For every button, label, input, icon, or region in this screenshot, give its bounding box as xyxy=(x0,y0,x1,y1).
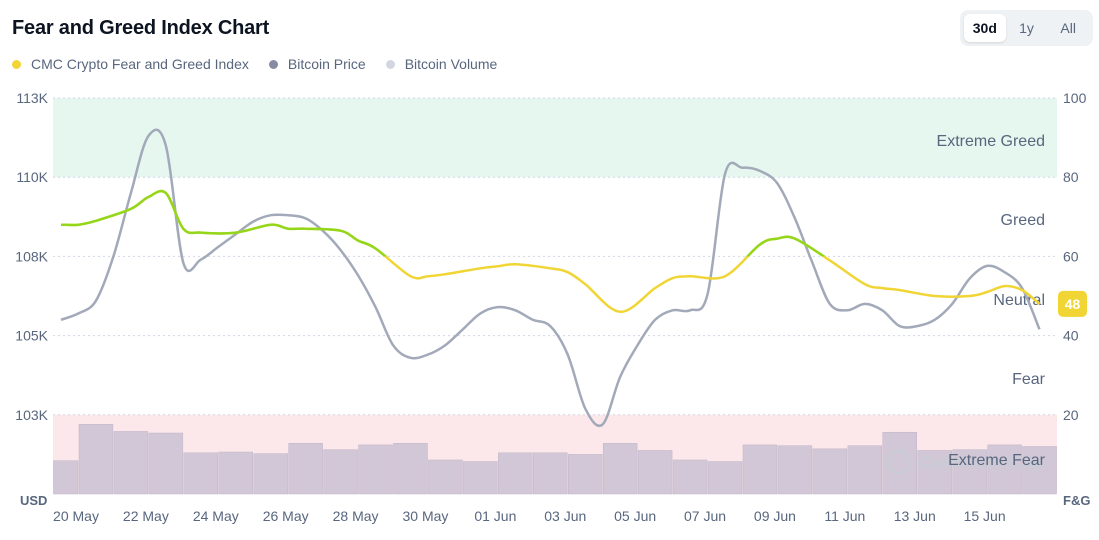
x-axis-tick-label: 26 May xyxy=(263,508,309,524)
x-axis-tick-label: 28 May xyxy=(333,508,379,524)
volume-bar xyxy=(777,445,813,495)
current-value-badge xyxy=(1058,290,1087,317)
chart-legend: CMC Crypto Fear and Greed Index Bitcoin … xyxy=(12,56,497,72)
x-axis-tick-label: 24 May xyxy=(193,508,239,524)
volume-bar xyxy=(53,460,79,495)
left-axis-tick-label: 110K xyxy=(16,169,48,185)
volume-bar xyxy=(218,451,253,495)
volume-bar xyxy=(358,444,393,495)
volume-bar xyxy=(498,452,533,495)
x-axis-tick-label: 05 Jun xyxy=(614,508,656,524)
volume-bar xyxy=(323,449,358,495)
legend-dot-fear-greed xyxy=(12,59,21,69)
left-axis-tick-label: 113K xyxy=(16,90,48,106)
legend-label-bitcoin-price: Bitcoin Price xyxy=(287,56,366,72)
legend-item-fear-greed[interactable]: CMC Crypto Fear and Greed Index xyxy=(12,56,249,72)
zone-label-extreme-greed: Extreme Greed xyxy=(937,133,1045,150)
fear-greed-line-greed-segment xyxy=(60,189,827,257)
watermark-text: CoinMarketCap xyxy=(919,453,1044,472)
right-axis-tick-label: 100 xyxy=(1063,90,1087,106)
volume-bar xyxy=(987,444,1022,495)
volume-bar xyxy=(428,459,463,495)
time-range-selector: 30d 1y All xyxy=(960,10,1093,46)
x-axis-tick-label: 07 Jun xyxy=(684,508,726,524)
range-all-button[interactable]: All xyxy=(1060,20,1076,36)
x-axis-tick-label: 09 Jun xyxy=(754,508,796,524)
legend-label-bitcoin-volume: Bitcoin Volume xyxy=(404,56,498,72)
legend-item-bitcoin-volume[interactable]: Bitcoin Volume xyxy=(385,56,498,72)
left-axis-tick-label: 105K xyxy=(15,328,48,344)
zone-label-fear: Fear xyxy=(1012,371,1046,388)
legend-dot-bitcoin-volume xyxy=(385,59,395,69)
volume-bar xyxy=(952,449,987,495)
left-axis-unit: USD xyxy=(20,493,47,508)
x-axis-tick-label: 15 Jun xyxy=(964,508,1006,524)
volume-bar xyxy=(1022,446,1057,495)
x-axis-tick-label: 20 May xyxy=(53,508,99,524)
volume-bar xyxy=(882,431,917,495)
volume-bar xyxy=(533,452,568,495)
volume-bar xyxy=(253,453,288,495)
right-axis-tick-label: 60 xyxy=(1063,248,1079,264)
right-axis-unit: F&G xyxy=(1063,493,1090,508)
legend-label-fear-greed: CMC Crypto Fear and Greed Index xyxy=(31,56,249,72)
x-axis-tick-label: 13 Jun xyxy=(894,508,936,524)
volume-bar xyxy=(148,432,184,495)
right-axis-tick-label: 20 xyxy=(1063,407,1079,423)
x-axis-tick-label: 30 May xyxy=(403,508,449,524)
right-axis-tick-label: 80 xyxy=(1063,169,1079,185)
volume-bar xyxy=(288,443,323,495)
chart-title: Fear and Greed Index Chart xyxy=(12,17,270,39)
volume-bar xyxy=(113,431,149,495)
extreme-greed-zone xyxy=(53,98,1057,178)
x-axis-tick-label: 01 Jun xyxy=(474,508,516,524)
zone-label-greed: Greed xyxy=(1001,212,1045,229)
volume-bar xyxy=(847,445,883,495)
right-axis-tick-label: 40 xyxy=(1063,328,1079,344)
volume-bar xyxy=(78,424,114,495)
volume-bar xyxy=(917,450,952,495)
volume-bar xyxy=(183,452,219,495)
volume-bar xyxy=(602,443,638,495)
x-axis-tick-label: 22 May xyxy=(123,508,169,524)
bitcoin-price-line xyxy=(60,128,1041,427)
volume-bar xyxy=(463,461,498,495)
legend-dot-bitcoin-price xyxy=(268,59,278,69)
range-30d-button[interactable]: 30d xyxy=(964,14,1006,42)
x-axis-tick-label: 03 Jun xyxy=(544,508,586,524)
left-axis-tick-label: 108K xyxy=(15,248,48,264)
volume-bar xyxy=(672,459,708,495)
volume-bar xyxy=(707,461,743,495)
current-value-badge-text: 48 xyxy=(1065,296,1081,312)
range-1y-button[interactable]: 1y xyxy=(1019,20,1034,36)
watermark-logo-icon xyxy=(885,449,911,475)
volume-bar xyxy=(812,448,848,495)
zone-label-extreme-fear: Extreme Fear xyxy=(948,452,1046,469)
volume-bar xyxy=(393,443,428,495)
volume-bar xyxy=(567,454,603,495)
volume-bar xyxy=(637,450,673,495)
x-axis-tick-label: 11 Jun xyxy=(824,508,865,524)
legend-item-bitcoin-price[interactable]: Bitcoin Price xyxy=(268,56,366,72)
volume-bar xyxy=(742,444,778,495)
left-axis-tick-label: 103K xyxy=(15,407,48,423)
fear-greed-line xyxy=(60,189,1041,314)
